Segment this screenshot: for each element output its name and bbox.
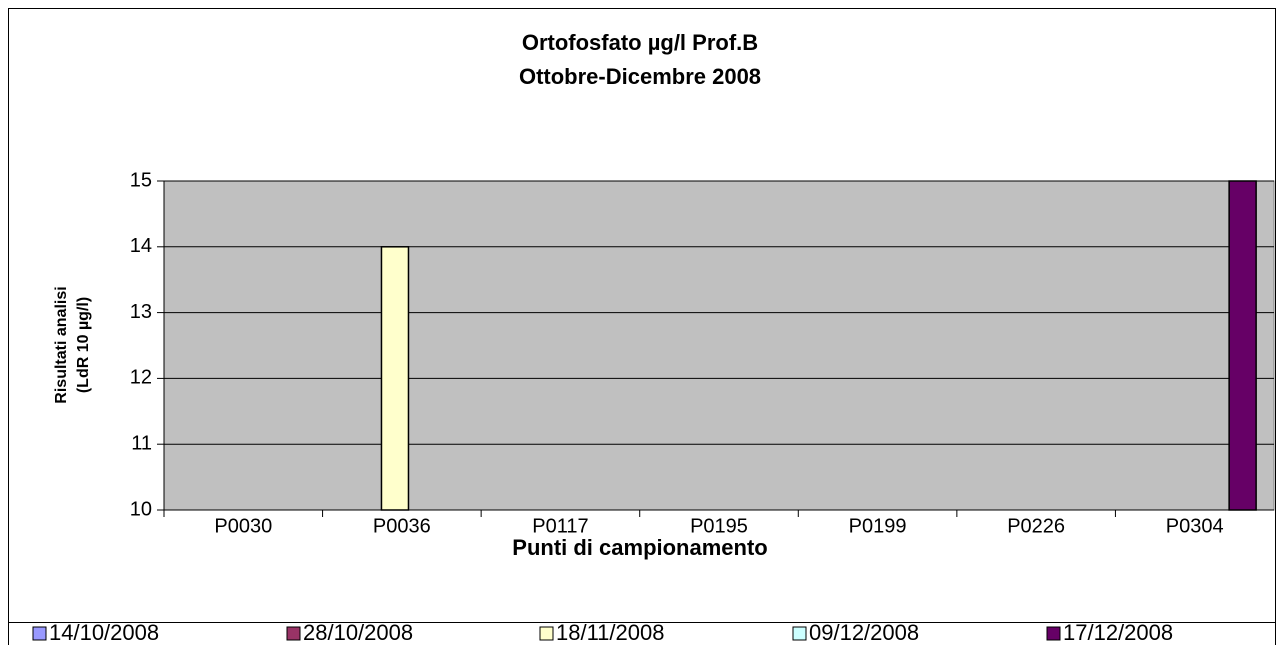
y-tick-label: 12 xyxy=(130,367,152,389)
y-tick-label: 14 xyxy=(130,235,152,257)
chart-subtitle: Ottobre-Dicembre 2008 xyxy=(519,64,761,89)
y-tick-label: 10 xyxy=(130,498,152,520)
x-tick-label: P0199 xyxy=(849,515,907,537)
legend-swatch xyxy=(286,626,301,641)
legend-swatch xyxy=(792,626,807,641)
bar xyxy=(1228,180,1257,511)
legend-label: 14/10/2008 xyxy=(49,620,159,645)
x-tick-label: P0117 xyxy=(532,515,588,537)
bar xyxy=(380,246,410,511)
y-axis-label: Risultati analisi xyxy=(53,286,70,403)
plot-area xyxy=(163,180,1275,511)
y-tick-label: 13 xyxy=(130,301,152,323)
x-tick-label: P0030 xyxy=(214,515,272,537)
legend-label: 17/12/2008 xyxy=(1063,620,1173,645)
x-axis-label: Punti di campionamento xyxy=(512,535,767,560)
x-tick-label: P0036 xyxy=(373,515,431,537)
x-tick-label: P0304 xyxy=(1166,515,1224,537)
x-tick-label: P0226 xyxy=(1007,515,1065,537)
legend-label: 09/12/2008 xyxy=(809,620,919,645)
y-tick-label: 11 xyxy=(131,432,152,454)
y-axis-label: (LdR 10 µg/l) xyxy=(75,297,92,393)
x-tick-label: P0195 xyxy=(690,515,748,537)
legend-swatch xyxy=(539,626,554,641)
chart-title: Ortofosfato µg/l Prof.B xyxy=(522,30,758,55)
y-tick-label: 15 xyxy=(130,169,152,191)
legend-swatch xyxy=(32,626,47,641)
legend-label: 28/10/2008 xyxy=(303,620,413,645)
legend-swatch xyxy=(1046,626,1061,641)
legend-label: 18/11/2008 xyxy=(556,620,664,645)
